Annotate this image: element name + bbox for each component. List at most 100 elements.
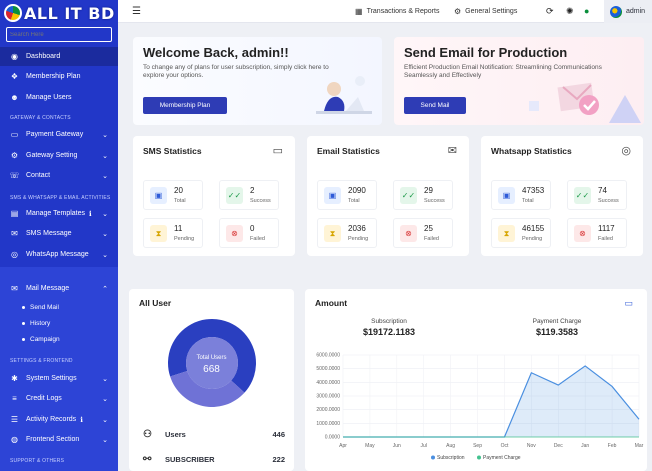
sidebar-item-sms-message[interactable]: ✉ SMS Message ⌄ (11, 229, 108, 238)
sidebar-item-gateway-setting[interactable]: ⚙ Gateway Setting ⌄ (10, 151, 108, 160)
sidebar-item-activity-records[interactable]: ☰ Activity Records ℹ ⌄ (10, 415, 108, 424)
chevron-down-icon: ⌄ (102, 210, 108, 218)
x-circle-icon: ⊗ (226, 225, 243, 242)
sidebar-item-frontend-section[interactable]: ◍ Frontend Section ⌄ (11, 435, 108, 444)
whatsapp-statistics-card: Whatsapp Statistics ◎ ▣ 47353 Total ✓✓ 7… (481, 136, 643, 256)
subscription-value: $19172.1183 (362, 327, 416, 337)
sidebar-item-whatsapp-message[interactable]: ◎ WhatsApp Message ⌄ (11, 250, 108, 259)
y-tick-label: 6000.0000 (316, 353, 340, 359)
logo[interactable]: ALL IT BD (4, 3, 115, 23)
sidebar-item-manage-users[interactable]: ☻ Manage Users (10, 93, 72, 102)
chevron-down-icon: ⌄ (102, 172, 108, 180)
globe-icon[interactable]: ✺ (566, 6, 574, 16)
logo-text: ALL IT BD (24, 3, 115, 23)
legend-label: Payment Charge (483, 455, 521, 461)
sidebar-item-dashboard[interactable]: ◉ Dashboard (0, 47, 118, 66)
users-donut-chart (168, 319, 256, 407)
email-total: ▣ 2090 Total (317, 180, 377, 210)
activity-icon: ☰ (10, 415, 19, 424)
welcome-illustration (316, 76, 372, 114)
y-tick-label: 4000.0000 (316, 380, 340, 386)
nav-section-activities: SMS & WHATSAPP & EMAIL ACTIVITIES (10, 195, 111, 201)
sidebar-search-input[interactable] (6, 27, 112, 42)
users-row: ⚇ Users 446 (143, 429, 285, 440)
whatsapp-icon: ◎ (621, 145, 631, 157)
donut-slice-users (168, 319, 256, 393)
sidebar-item-contact[interactable]: ☏ Contact ⌄ (9, 171, 109, 180)
send-mail-button[interactable]: Send Mail (404, 97, 466, 114)
sms-success: ✓✓ 2 Success (219, 180, 279, 210)
donut-slice-subscriber (170, 371, 245, 407)
refresh-icon[interactable]: ⟳ (546, 6, 554, 16)
chevron-down-icon: ⌄ (102, 416, 108, 424)
sidebar-sub-send-mail[interactable]: Send Mail (22, 304, 59, 311)
whatsapp-total: ▣ 47353 Total (491, 180, 551, 210)
info-icon: ℹ (80, 416, 83, 424)
x-tick-label: May (365, 443, 375, 449)
membership-plan-button[interactable]: Membership Plan (143, 97, 227, 114)
folder-icon[interactable]: ▭ (624, 298, 633, 308)
dashboard-icon: ◉ (11, 52, 18, 61)
sidebar-item-mail-message[interactable]: ✉ Mail Message ⌃ (11, 284, 108, 293)
membership-icon: ❖ (10, 72, 19, 81)
users-icon: ☻ (10, 93, 19, 102)
nav-section-gateway: GATEWAY & CONTACTS (10, 115, 71, 121)
sidebar-item-system-settings[interactable]: ✱ System Settings ⌄ (11, 374, 108, 383)
whatsapp-statistics-title: Whatsapp Statistics (491, 146, 572, 156)
transactions-link[interactable]: ▦ Transactions & Reports (355, 7, 440, 16)
template-icon: ▤ (10, 209, 19, 218)
receipt-icon: ▦ (355, 7, 363, 16)
sms-statistics-card: SMS Statistics ▭ ▣ 20 Total ✓✓ 2 Success… (133, 136, 295, 256)
message-icon: ▭ (272, 145, 283, 157)
menu-toggle-icon[interactable]: ☰ (132, 6, 141, 17)
chevron-down-icon: ⌄ (102, 395, 108, 403)
all-user-card: All User Total Users 668 ⚇ Users 446 ⚯ S… (129, 289, 294, 471)
legend-label: Subscription (437, 455, 465, 461)
credit-icon: ≡ (12, 394, 17, 403)
sidebar-item-membership-plan[interactable]: ❖ Membership Plan (10, 72, 81, 81)
sidebar-panel-top (0, 0, 118, 267)
contact-icon: ☏ (9, 171, 20, 180)
check-double-icon: ✓✓ (574, 187, 591, 204)
y-tick-label: 1000.0000 (316, 421, 340, 427)
flag-icon[interactable]: ● (584, 6, 590, 16)
admin-profile[interactable]: admin (604, 0, 652, 23)
donut-center-value: 668 (203, 364, 220, 375)
y-tick-label: 5000.0000 (316, 366, 340, 372)
email-pending: ⧗ 2036 Pending (317, 218, 377, 248)
donut-hole (186, 337, 238, 389)
legend-marker (431, 455, 435, 460)
hourglass-icon: ⧗ (150, 225, 167, 242)
sidebar-sub-history[interactable]: History (22, 320, 50, 327)
topbar: ☰ ▦ Transactions & Reports ⚙ General Set… (118, 0, 652, 23)
x-tick-label: Nov (527, 443, 536, 449)
frontend-icon: ◍ (11, 435, 18, 444)
sidebar-item-credit-logs[interactable]: ≡ Credit Logs ⌄ (0, 389, 118, 408)
sidebar-item-payment-gateway[interactable]: ▭ Payment Gateway ⌄ (10, 130, 108, 139)
hourglass-icon: ⧗ (324, 225, 341, 242)
gateway-icon: ⚙ (10, 151, 19, 160)
chevron-down-icon: ⌄ (102, 131, 108, 139)
nav-section-settings: SETTINGS & FRONTEND (10, 358, 73, 364)
sms-pending: ⧗ 11 Pending (143, 218, 203, 248)
welcome-title: Welcome Back, admin!! (143, 45, 289, 60)
y-tick-label: 3000.0000 (316, 394, 340, 400)
sidebar-sub-campaign[interactable]: Campaign (22, 336, 60, 343)
sms-icon: ✉ (11, 229, 18, 238)
gear-icon: ⚙ (454, 7, 462, 16)
sms-statistics-title: SMS Statistics (143, 146, 202, 156)
send-mail-text: Efficient Production Email Notification:… (404, 64, 602, 79)
sidebar-item-manage-templates[interactable]: ▤ Manage Templates ℹ ⌄ (10, 209, 108, 218)
whatsapp-icon: ◎ (11, 250, 18, 259)
x-circle-icon: ⊗ (574, 225, 591, 242)
general-settings-link[interactable]: ⚙ General Settings (454, 7, 518, 16)
welcome-text: To change any of plans for user subscrip… (143, 64, 329, 79)
avatar (610, 5, 622, 18)
send-mail-title: Send Email for Production (404, 45, 568, 60)
email-failed: ⊗ 25 Failed (393, 218, 453, 248)
x-tick-label: Jan (581, 443, 589, 449)
chevron-down-icon: ⌄ (102, 230, 108, 238)
logo-icon (4, 4, 22, 22)
check-double-icon: ✓✓ (226, 187, 243, 204)
whatsapp-success: ✓✓ 74 Success (567, 180, 627, 210)
